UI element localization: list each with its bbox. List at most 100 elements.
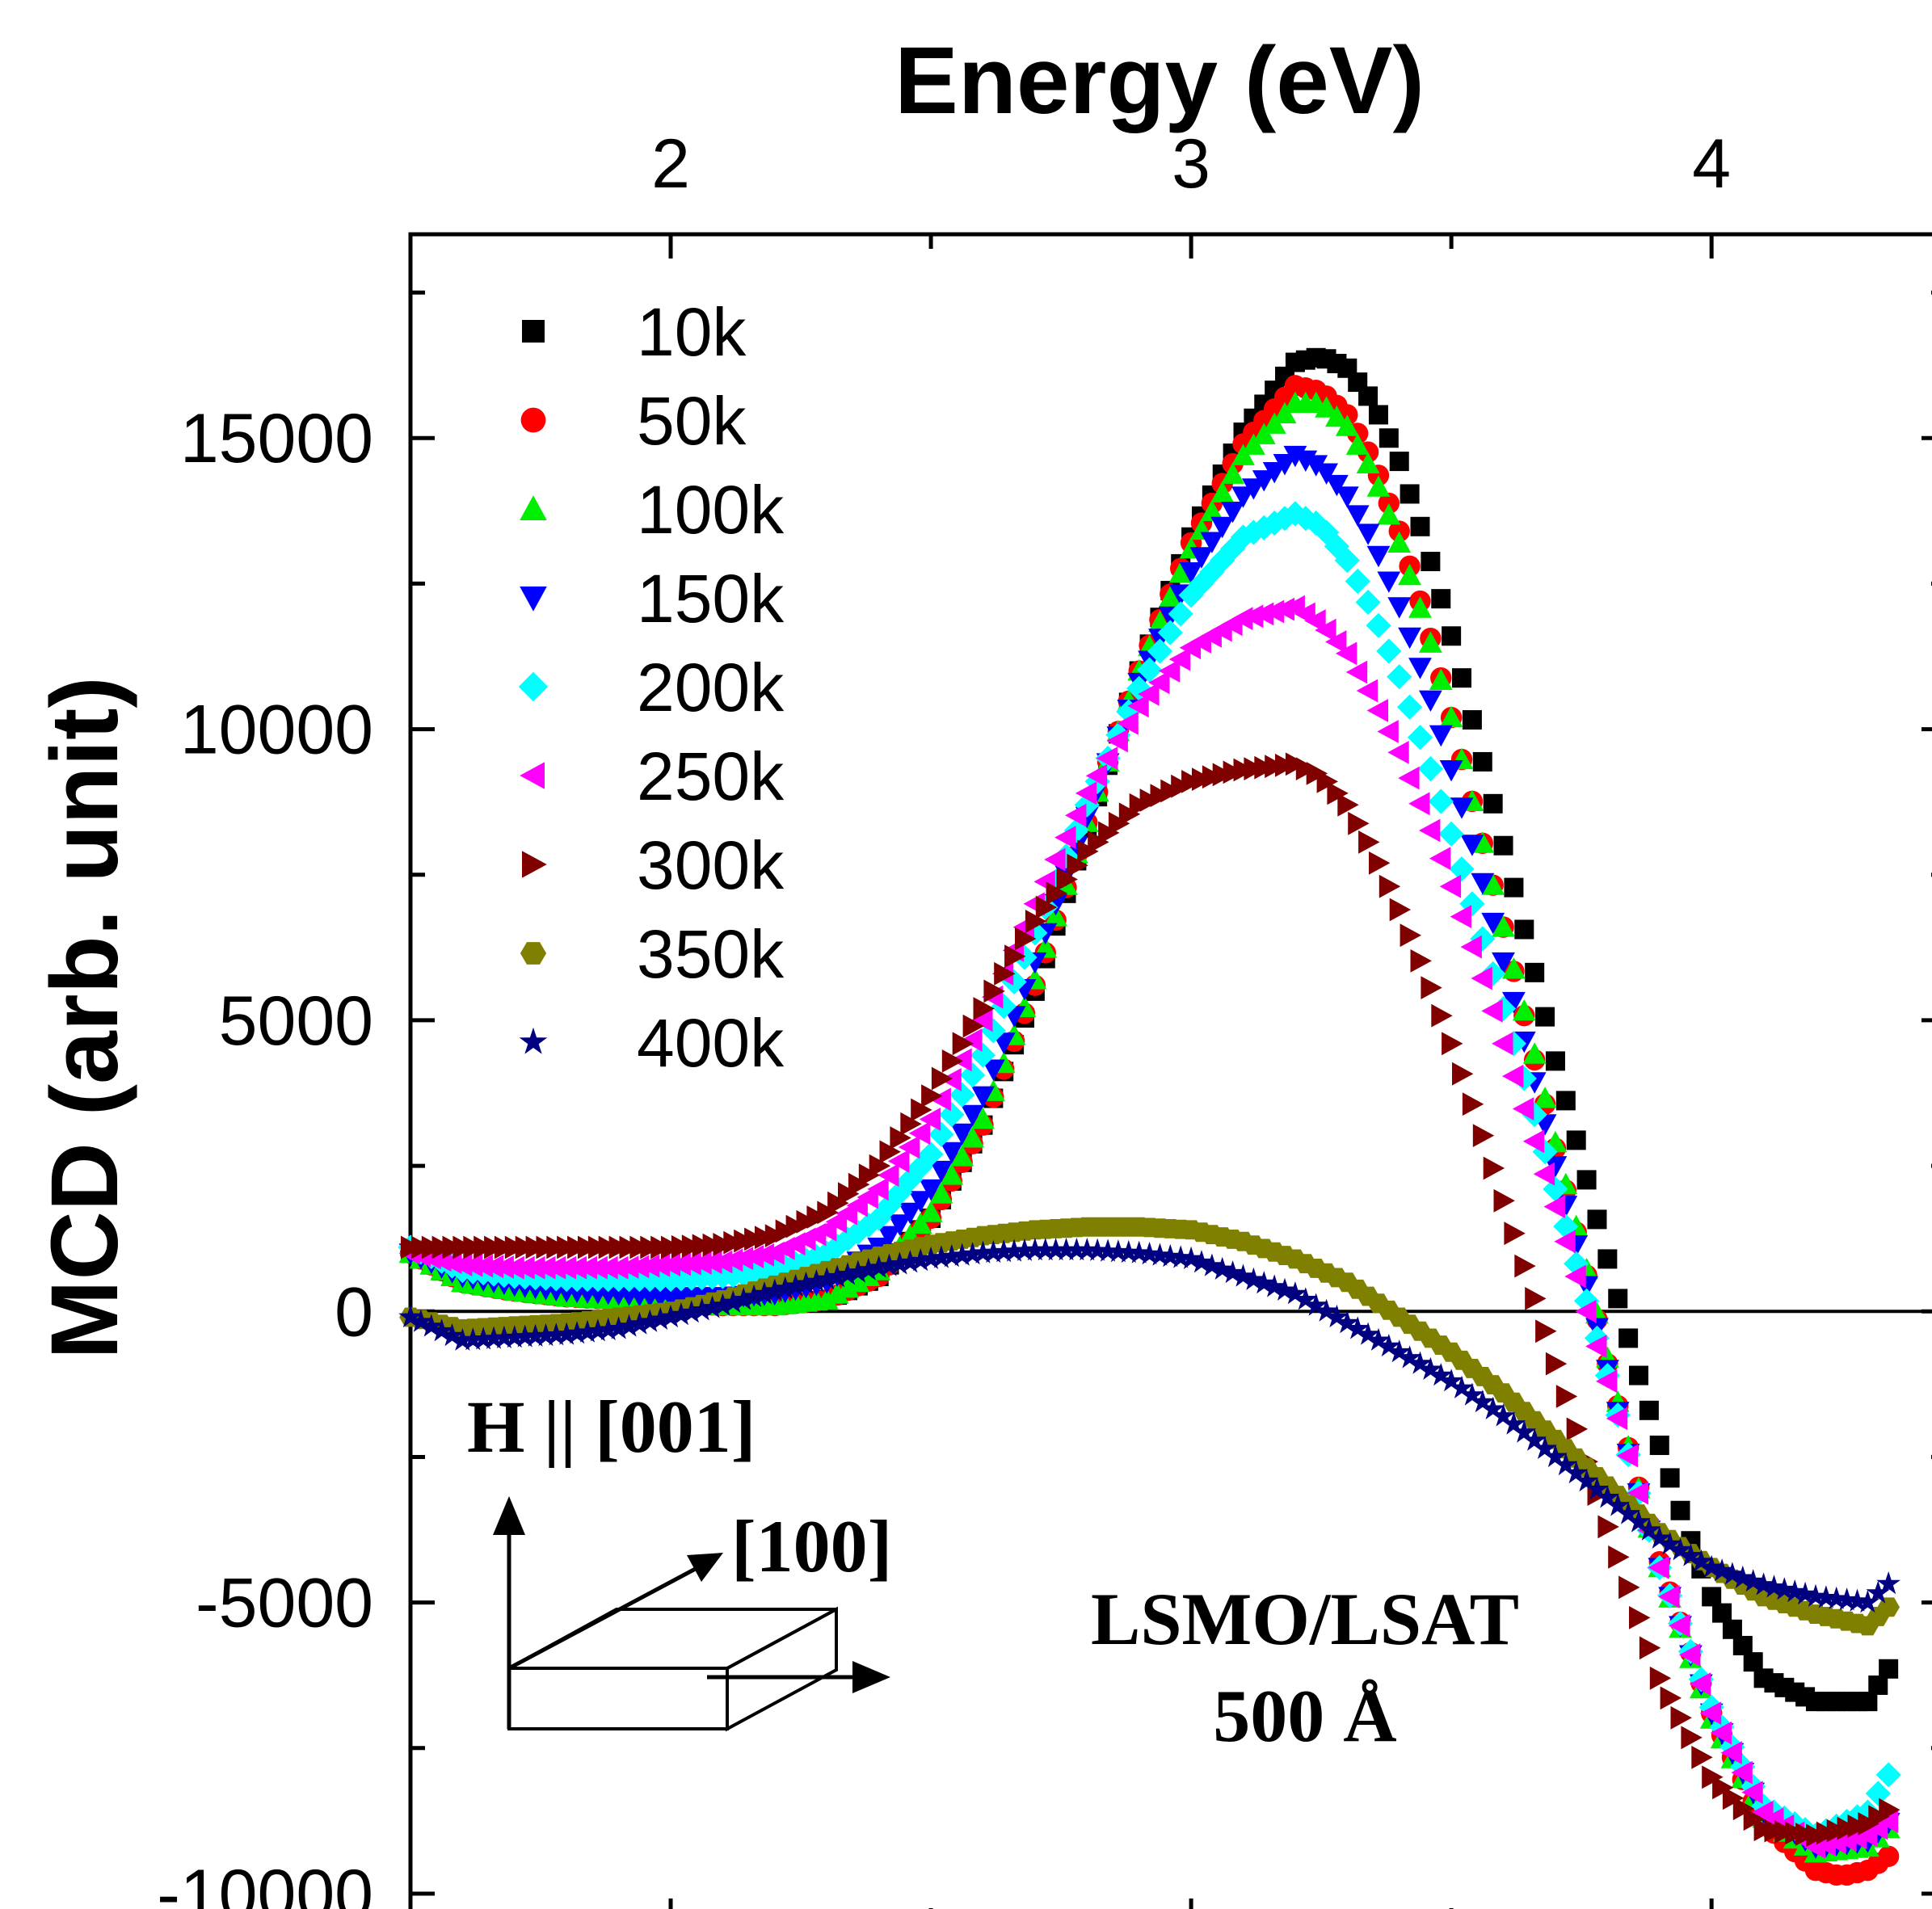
data-point	[1421, 552, 1441, 572]
data-point	[1834, 1587, 1859, 1611]
data-point	[1502, 1064, 1524, 1088]
data-point	[1387, 1339, 1412, 1363]
data-point	[973, 997, 995, 1020]
legend-marker-200k	[518, 671, 549, 702]
data-point	[1618, 1328, 1639, 1348]
data-point	[971, 1086, 995, 1108]
data-point	[857, 1264, 881, 1286]
data-point	[1314, 1298, 1339, 1322]
data-point	[982, 1059, 1005, 1081]
legend-marker-150k	[520, 587, 547, 612]
data-point	[1504, 877, 1524, 898]
data-point	[1450, 1375, 1474, 1398]
data-point	[648, 1253, 671, 1277]
data-point	[1408, 658, 1432, 679]
data-point	[1127, 694, 1149, 718]
data-point	[1732, 1635, 1753, 1655]
data-point	[617, 1314, 642, 1337]
data-point	[1407, 725, 1433, 751]
data-point	[869, 1154, 891, 1178]
data-point	[1564, 1264, 1586, 1289]
data-point	[1147, 638, 1173, 664]
data-point	[554, 1322, 579, 1345]
data-point	[409, 1309, 433, 1332]
data-point	[1231, 607, 1253, 631]
data-point	[1366, 1327, 1391, 1351]
data-point	[1230, 524, 1256, 550]
data-point	[1876, 1571, 1900, 1595]
data-point	[1138, 682, 1160, 706]
data-point	[1242, 478, 1265, 500]
data-point	[1075, 1238, 1100, 1261]
series-10k	[401, 347, 1899, 1712]
data-point	[1316, 770, 1338, 793]
data-point	[928, 1121, 954, 1147]
data-point	[1387, 597, 1412, 619]
data-point	[1408, 1351, 1433, 1374]
data-point	[1608, 1289, 1628, 1309]
substrate-box-front	[507, 1667, 729, 1730]
data-point	[1387, 531, 1412, 553]
data-point	[919, 1200, 943, 1222]
data-point	[1699, 1554, 1724, 1578]
data-point	[1535, 1007, 1555, 1027]
data-point	[950, 1048, 972, 1072]
data-point	[1657, 1532, 1682, 1555]
data-point	[1126, 1240, 1151, 1264]
data-point	[1378, 492, 1400, 515]
data-point	[419, 1314, 444, 1337]
data-point	[898, 1250, 923, 1273]
x-tick-label: 2	[651, 125, 690, 203]
legend-marker-50k	[520, 407, 546, 433]
data-point	[1200, 1253, 1224, 1276]
data-point	[1875, 1762, 1901, 1788]
data-point	[1096, 746, 1118, 770]
data-point	[1616, 1444, 1639, 1468]
data-point	[1421, 976, 1442, 999]
y-tick-label: 10000	[180, 692, 373, 769]
data-point	[1629, 1606, 1651, 1629]
data-point	[1845, 1588, 1870, 1612]
data-point	[846, 1259, 870, 1283]
data-point	[1126, 675, 1152, 701]
data-point	[1879, 1659, 1899, 1679]
data-point	[908, 1248, 932, 1272]
data-point	[1575, 1299, 1597, 1323]
data-point	[1877, 1597, 1900, 1617]
x-tick-label: 3	[1172, 125, 1210, 203]
data-point	[429, 1318, 454, 1342]
data-point	[1587, 1209, 1607, 1230]
data-point	[1137, 1242, 1162, 1265]
data-point	[1483, 793, 1503, 814]
data-point	[1356, 679, 1378, 703]
data-point	[1554, 1230, 1576, 1254]
data-point	[1741, 1781, 1763, 1804]
data-point	[1596, 1369, 1618, 1394]
data-point	[1345, 1316, 1370, 1339]
data-point	[1522, 1042, 1547, 1064]
data-point	[503, 1325, 527, 1348]
data-point	[929, 1087, 951, 1112]
data-point	[879, 1140, 901, 1164]
data-point	[659, 1304, 683, 1328]
data-point	[1085, 1238, 1109, 1261]
data-point	[1054, 826, 1076, 849]
data-point	[544, 1322, 569, 1346]
data-point	[1325, 630, 1347, 654]
data-point	[1543, 1156, 1568, 1178]
data-point	[1555, 1385, 1578, 1408]
data-point	[991, 1239, 1017, 1263]
data-point	[1408, 792, 1430, 816]
data-point	[1117, 1239, 1141, 1264]
data-point	[1231, 486, 1255, 508]
data-point	[450, 1327, 475, 1351]
data-point	[1460, 835, 1484, 856]
data-point	[1608, 1545, 1630, 1569]
data-point	[721, 1289, 746, 1314]
data-point	[1712, 1603, 1732, 1623]
data-point	[907, 1154, 933, 1180]
legend-label: 400k	[637, 1005, 785, 1081]
data-point	[941, 1049, 964, 1073]
data-point	[1335, 414, 1359, 436]
legend-label: 250k	[637, 738, 785, 814]
